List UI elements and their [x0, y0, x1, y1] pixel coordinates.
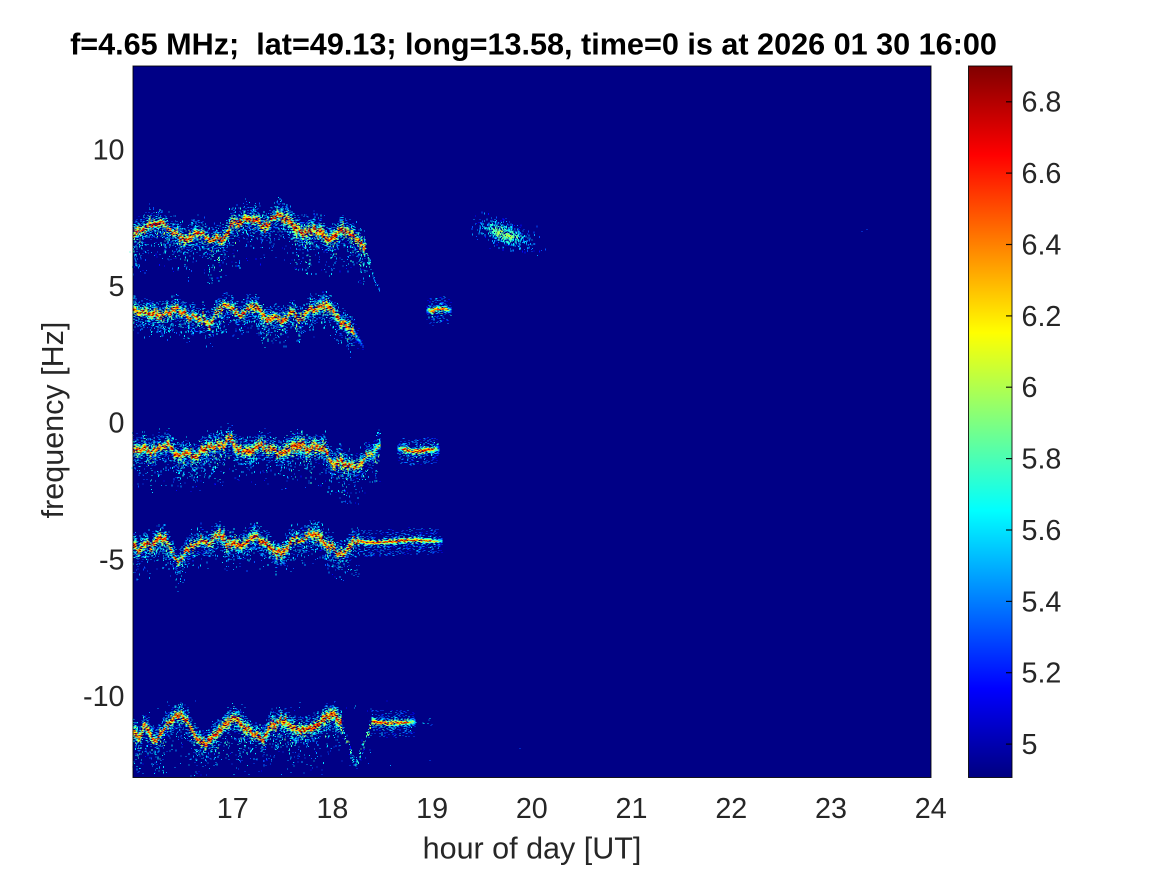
svg-text:6.8: 6.8: [1022, 87, 1062, 119]
svg-text:19: 19: [416, 793, 448, 825]
svg-text:hour of day [UT]: hour of day [UT]: [423, 832, 642, 866]
svg-text:6.4: 6.4: [1022, 229, 1062, 261]
svg-text:5.8: 5.8: [1022, 444, 1062, 476]
svg-text:18: 18: [316, 793, 348, 825]
svg-text:f=4.65 MHz; lat=49.13; long=1: f=4.65 MHz; lat=49.13; long=13.58, time=…: [70, 28, 997, 62]
svg-text:6: 6: [1022, 372, 1038, 404]
svg-text:-5: -5: [99, 544, 125, 576]
svg-text:6.6: 6.6: [1022, 158, 1062, 190]
svg-text:frequency [Hz]: frequency [Hz]: [36, 322, 70, 519]
svg-text:17: 17: [217, 793, 249, 825]
svg-text:21: 21: [616, 793, 648, 825]
svg-text:5.4: 5.4: [1022, 586, 1062, 618]
svg-text:20: 20: [516, 793, 548, 825]
svg-text:6.2: 6.2: [1022, 301, 1062, 333]
svg-text:5: 5: [1022, 729, 1038, 761]
svg-text:0: 0: [109, 408, 125, 440]
svg-text:24: 24: [915, 793, 947, 825]
svg-text:5.2: 5.2: [1022, 658, 1062, 690]
svg-text:5.6: 5.6: [1022, 515, 1062, 547]
svg-text:5: 5: [109, 271, 125, 303]
svg-text:23: 23: [815, 793, 847, 825]
svg-text:10: 10: [93, 135, 125, 167]
svg-text:22: 22: [715, 793, 747, 825]
svg-text:-10: -10: [83, 681, 124, 713]
